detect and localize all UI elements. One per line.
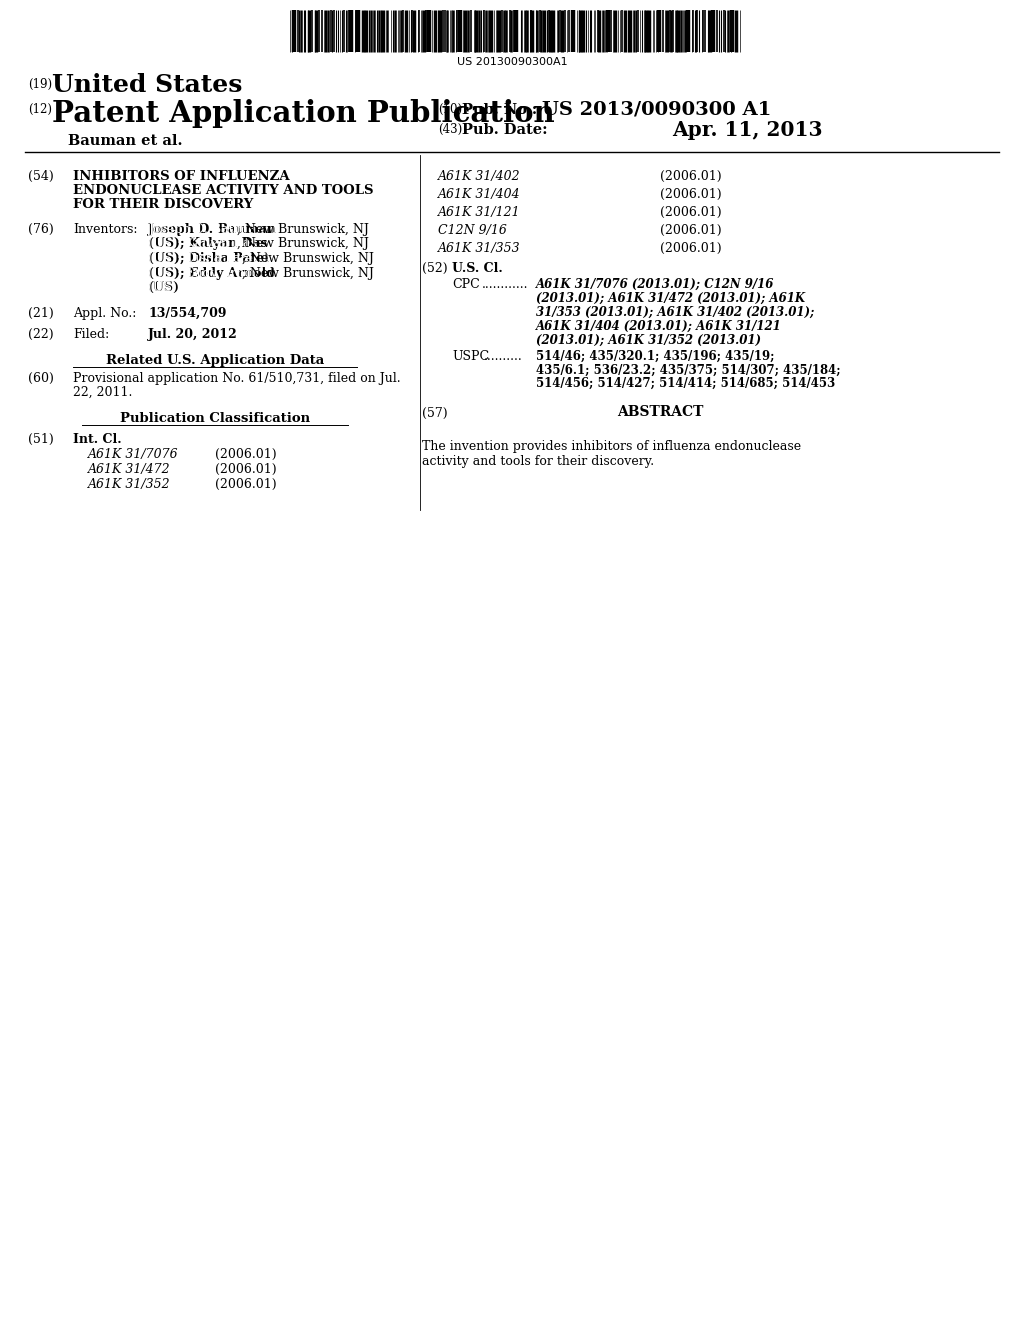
Text: (51): (51) xyxy=(28,433,53,446)
Text: (43): (43) xyxy=(438,123,462,136)
Text: (2006.01): (2006.01) xyxy=(660,187,722,201)
Text: Pub. Date:: Pub. Date: xyxy=(462,123,548,137)
Text: (US); Kalyan Das, New Brunswick, NJ: (US); Kalyan Das, New Brunswick, NJ xyxy=(148,238,389,251)
Text: Patent Application Publication: Patent Application Publication xyxy=(52,99,555,128)
Text: (2013.01); A61K 31/472 (2013.01); A61K: (2013.01); A61K 31/472 (2013.01); A61K xyxy=(536,292,805,305)
Text: C12N 9/16: C12N 9/16 xyxy=(438,224,507,238)
Text: Pub. No.:: Pub. No.: xyxy=(462,103,538,117)
Text: Publication Classification: Publication Classification xyxy=(120,412,310,425)
Text: (2006.01): (2006.01) xyxy=(660,170,722,183)
Text: , New Brunswick, NJ: , New Brunswick, NJ xyxy=(237,238,369,251)
Text: , New Brunswick, NJ: , New Brunswick, NJ xyxy=(243,267,374,280)
Text: (2006.01): (2006.01) xyxy=(215,447,276,461)
Text: Joseph D. Bauman: Joseph D. Bauman xyxy=(148,223,276,236)
Text: (54): (54) xyxy=(28,170,53,183)
Text: United States: United States xyxy=(52,73,243,96)
Text: , New Brunswick, NJ: , New Brunswick, NJ xyxy=(237,223,369,236)
Text: (76): (76) xyxy=(28,223,53,236)
Text: ............: ............ xyxy=(482,279,528,290)
Text: (2006.01): (2006.01) xyxy=(660,206,722,219)
Text: (2006.01): (2006.01) xyxy=(215,463,276,477)
Text: Int. Cl.: Int. Cl. xyxy=(73,433,122,446)
Text: US 20130090300A1: US 20130090300A1 xyxy=(457,57,567,67)
Text: (US); Eddy Arnold: (US); Eddy Arnold xyxy=(148,267,274,280)
Text: A61K 31/121: A61K 31/121 xyxy=(438,206,520,219)
Text: (52): (52) xyxy=(422,261,447,275)
Text: 13/554,709: 13/554,709 xyxy=(148,308,226,319)
Text: (2006.01): (2006.01) xyxy=(660,224,722,238)
Text: US 2013/0090300 A1: US 2013/0090300 A1 xyxy=(542,102,771,119)
Text: (US); Disha Patel: (US); Disha Patel xyxy=(148,252,269,265)
Text: A61K 31/353: A61K 31/353 xyxy=(438,242,520,255)
Text: (60): (60) xyxy=(28,372,54,385)
Text: (21): (21) xyxy=(28,308,53,319)
Text: Bauman et al.: Bauman et al. xyxy=(68,135,182,148)
Text: USPC: USPC xyxy=(452,350,489,363)
Text: A61K 31/7076 (2013.01); C12N 9/16: A61K 31/7076 (2013.01); C12N 9/16 xyxy=(536,279,774,290)
Text: FOR THEIR DISCOVERY: FOR THEIR DISCOVERY xyxy=(73,198,253,211)
Text: (19): (19) xyxy=(28,78,52,91)
Text: (2013.01); A61K 31/352 (2013.01): (2013.01); A61K 31/352 (2013.01) xyxy=(536,334,761,347)
Text: Joseph D. Bauman, New Brunswick, NJ: Joseph D. Bauman, New Brunswick, NJ xyxy=(148,223,395,236)
Text: (10): (10) xyxy=(438,103,462,116)
Text: Provisional application No. 61/510,731, filed on Jul.: Provisional application No. 61/510,731, … xyxy=(73,372,400,385)
Text: A61K 31/7076: A61K 31/7076 xyxy=(88,447,178,461)
Text: A61K 31/404: A61K 31/404 xyxy=(438,187,520,201)
Text: (US); Eddy Arnold, New Brunswick, NJ: (US); Eddy Arnold, New Brunswick, NJ xyxy=(148,267,396,280)
Text: A61K 31/352: A61K 31/352 xyxy=(88,478,171,491)
Text: 514/46; 435/320.1; 435/196; 435/19;: 514/46; 435/320.1; 435/196; 435/19; xyxy=(536,350,774,363)
Text: ..........: .......... xyxy=(484,350,522,363)
Text: (12): (12) xyxy=(28,103,52,116)
Text: Apr. 11, 2013: Apr. 11, 2013 xyxy=(672,120,822,140)
Text: Filed:: Filed: xyxy=(73,327,110,341)
Text: A61K 31/404 (2013.01); A61K 31/121: A61K 31/404 (2013.01); A61K 31/121 xyxy=(536,319,781,333)
Text: The invention provides inhibitors of influenza endonuclease: The invention provides inhibitors of inf… xyxy=(422,440,801,453)
Text: 514/456; 514/427; 514/414; 514/685; 514/453: 514/456; 514/427; 514/414; 514/685; 514/… xyxy=(536,378,836,389)
Text: CPC: CPC xyxy=(452,279,480,290)
Text: Appl. No.:: Appl. No.: xyxy=(73,308,136,319)
Text: Related U.S. Application Data: Related U.S. Application Data xyxy=(105,354,325,367)
Text: (US); Disha Patel, New Brunswick, NJ: (US); Disha Patel, New Brunswick, NJ xyxy=(148,252,389,265)
Text: (2006.01): (2006.01) xyxy=(215,478,276,491)
Text: 31/353 (2013.01); A61K 31/402 (2013.01);: 31/353 (2013.01); A61K 31/402 (2013.01); xyxy=(536,306,814,319)
Text: Inventors:: Inventors: xyxy=(73,223,137,236)
Text: 22, 2011.: 22, 2011. xyxy=(73,385,132,399)
Text: U.S. Cl.: U.S. Cl. xyxy=(452,261,503,275)
Text: (US): (US) xyxy=(148,281,180,294)
Text: (2006.01): (2006.01) xyxy=(660,242,722,255)
Text: Jul. 20, 2012: Jul. 20, 2012 xyxy=(148,327,238,341)
Text: , New Brunswick, NJ: , New Brunswick, NJ xyxy=(243,252,374,265)
Text: (US); Kalyan Das: (US); Kalyan Das xyxy=(148,238,267,251)
Text: A61K 31/472: A61K 31/472 xyxy=(88,463,171,477)
Text: (US): (US) xyxy=(148,281,177,294)
Text: INHIBITORS OF INFLUENZA: INHIBITORS OF INFLUENZA xyxy=(73,170,290,183)
Text: ABSTRACT: ABSTRACT xyxy=(616,405,703,418)
Text: activity and tools for their discovery.: activity and tools for their discovery. xyxy=(422,455,654,469)
Text: ENDONUCLEASE ACTIVITY AND TOOLS: ENDONUCLEASE ACTIVITY AND TOOLS xyxy=(73,183,374,197)
Text: A61K 31/402: A61K 31/402 xyxy=(438,170,520,183)
Text: (22): (22) xyxy=(28,327,53,341)
Text: (57): (57) xyxy=(422,407,447,420)
Text: 435/6.1; 536/23.2; 435/375; 514/307; 435/184;: 435/6.1; 536/23.2; 435/375; 514/307; 435… xyxy=(536,363,841,376)
